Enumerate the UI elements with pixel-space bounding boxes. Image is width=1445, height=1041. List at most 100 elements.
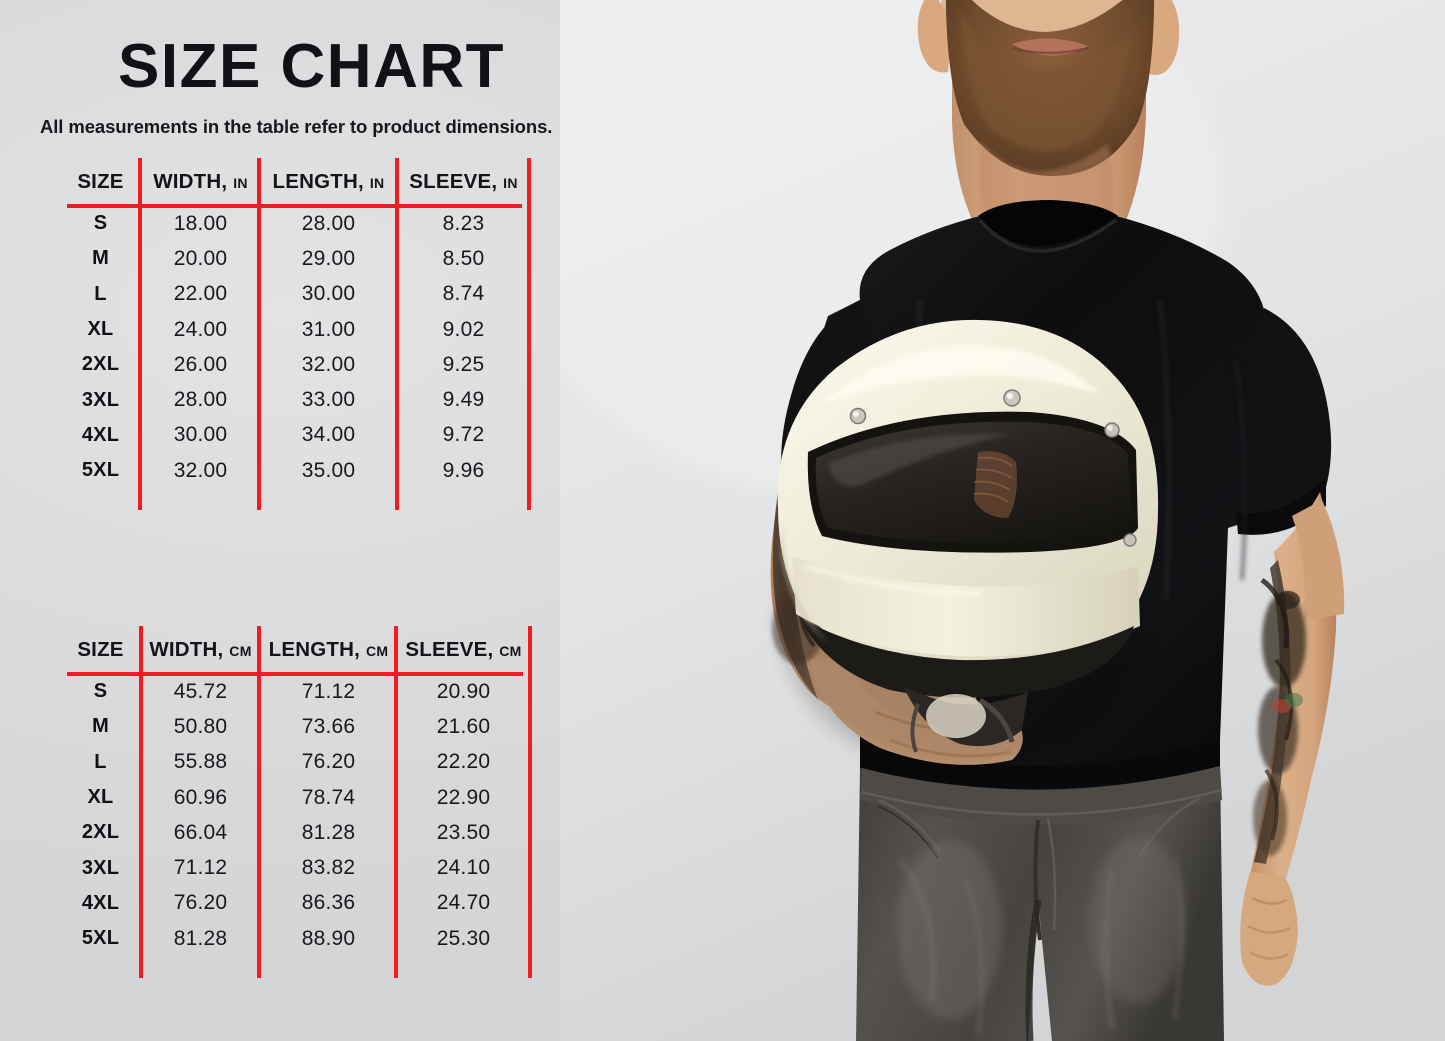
cell-length: 28.00	[301, 211, 356, 235]
size-table-inches: SIZE WIDTH, IN LENGTH, IN SLEEVE, IN S 18…	[60, 158, 580, 510]
cell-size: 5XL	[81, 459, 120, 482]
table-header-row: SIZE WIDTH, IN LENGTH, IN SLEEVE, IN	[60, 158, 530, 206]
arm-tattoo-right	[1253, 560, 1306, 864]
cell-length: 76.20	[301, 750, 356, 774]
cell-length: 35.00	[301, 458, 356, 482]
cell-width: 55.88	[173, 750, 228, 774]
column-header-sleeve: SLEEVE, IN	[409, 170, 518, 193]
cell-size: M	[92, 247, 109, 270]
cell-length: 34.00	[301, 423, 356, 447]
cell-size: M	[92, 715, 109, 738]
chin-bar	[792, 556, 1140, 657]
cell-sleeve: 9.96	[442, 458, 485, 482]
cell-sleeve: 8.74	[442, 282, 485, 306]
cell-width: 76.20	[173, 891, 228, 915]
cell-length: 88.90	[301, 926, 356, 950]
chin-strap	[904, 688, 1028, 753]
cell-sleeve: 25.30	[436, 926, 491, 950]
table-row: 4XL 76.20 86.36 24.70	[60, 886, 530, 921]
table-row: M 50.80 73.66 21.60	[60, 709, 530, 744]
cell-sleeve: 22.20	[436, 750, 491, 774]
cell-width: 66.04	[173, 820, 228, 844]
cell-sleeve: 24.70	[436, 891, 491, 915]
cell-width: 20.00	[173, 246, 228, 270]
cell-width: 60.96	[173, 785, 228, 809]
cell-length: 30.00	[301, 282, 356, 306]
measurements-table: SIZE WIDTH, IN LENGTH, IN SLEEVE, IN S 18…	[60, 158, 530, 488]
cell-width: 32.00	[173, 458, 228, 482]
cell-size: L	[94, 282, 107, 305]
model-head	[917, 0, 1180, 238]
helmet-rivets	[849, 389, 1137, 547]
column-header-sleeve: SLEEVE, CM	[405, 638, 522, 661]
cell-width: 24.00	[173, 317, 228, 341]
table-row: L 55.88 76.20 22.20	[60, 745, 530, 780]
measurements-table: SIZE WIDTH, CM LENGTH, CM SLEEVE, CM S 45…	[60, 626, 530, 956]
cell-length: 73.66	[301, 714, 356, 738]
cell-sleeve: 9.25	[442, 352, 485, 376]
right-hand	[1240, 872, 1298, 986]
cell-length: 29.00	[301, 246, 356, 270]
product-photo	[560, 0, 1445, 1041]
size-chart-panel: SIZE CHART All measurements in the table…	[0, 0, 600, 1041]
cell-size: 4XL	[81, 891, 120, 914]
column-header-width: WIDTH, CM	[149, 638, 252, 661]
cell-size: L	[94, 750, 107, 773]
cell-length: 32.00	[301, 352, 356, 376]
table-header-row: SIZE WIDTH, CM LENGTH, CM SLEEVE, CM	[60, 626, 530, 674]
cell-size: XL	[87, 318, 114, 341]
cell-length: 83.82	[301, 856, 356, 880]
cell-length: 81.28	[301, 820, 356, 844]
cell-sleeve: 23.50	[436, 820, 491, 844]
table-row: 3XL 28.00 33.00 9.49	[60, 382, 530, 417]
table-row: 5XL 32.00 35.00 9.96	[60, 453, 530, 488]
table-row: 4XL 30.00 34.00 9.72	[60, 418, 530, 453]
cell-sleeve: 22.90	[436, 785, 491, 809]
table-row: XL 24.00 31.00 9.02	[60, 312, 530, 347]
cell-size: 4XL	[81, 423, 120, 446]
cell-sleeve: 9.02	[442, 317, 485, 341]
cell-sleeve: 8.23	[442, 211, 485, 235]
cell-width: 18.00	[173, 211, 228, 235]
model-left-arm	[1240, 492, 1345, 986]
table-row: 3XL 71.12 83.82 24.10	[60, 850, 530, 885]
cell-sleeve: 24.10	[436, 856, 491, 880]
cell-size: 2XL	[81, 821, 120, 844]
cell-width: 22.00	[173, 282, 228, 306]
cell-length: 33.00	[301, 388, 356, 412]
cell-sleeve: 9.72	[442, 423, 485, 447]
cell-sleeve: 21.60	[436, 714, 491, 738]
cell-sleeve: 8.50	[442, 246, 485, 270]
cell-length: 78.74	[301, 785, 356, 809]
table-row: S 45.72 71.12 20.90	[60, 674, 530, 709]
cell-width: 26.00	[173, 352, 228, 376]
column-header-width: WIDTH, IN	[153, 170, 248, 193]
table-row: 2XL 66.04 81.28 23.50	[60, 815, 530, 850]
cell-sleeve: 9.49	[442, 388, 485, 412]
helmet-bottom-trim	[800, 618, 1134, 698]
cell-size: XL	[87, 786, 114, 809]
cell-width: 30.00	[173, 423, 228, 447]
table-row: 5XL 81.28 88.90 25.30	[60, 921, 530, 956]
table-row: L 22.00 30.00 8.74	[60, 277, 530, 312]
cell-width: 50.80	[173, 714, 228, 738]
page-subtitle: All measurements in the table refer to p…	[40, 116, 553, 137]
column-header-length: LENGTH, IN	[272, 170, 385, 193]
table-row: M 20.00 29.00 8.50	[60, 241, 530, 276]
column-header-length: LENGTH, CM	[268, 638, 389, 661]
page-title: SIZE CHART	[118, 32, 505, 101]
cell-size: S	[93, 212, 108, 235]
column-header-size: SIZE	[77, 170, 124, 193]
cell-width: 28.00	[173, 388, 228, 412]
cell-width: 45.72	[173, 679, 228, 703]
cell-length: 31.00	[301, 317, 356, 341]
cell-size: 3XL	[81, 856, 120, 879]
cell-width: 71.12	[173, 856, 228, 880]
column-header-size: SIZE	[77, 638, 124, 661]
cell-sleeve: 20.90	[436, 679, 491, 703]
table-row: XL 60.96 78.74 22.90	[60, 780, 530, 815]
cell-size: 5XL	[81, 927, 120, 950]
table-row: 2XL 26.00 32.00 9.25	[60, 347, 530, 382]
motorcycle-helmet	[777, 319, 1159, 770]
dark-jeans	[856, 766, 1224, 1041]
